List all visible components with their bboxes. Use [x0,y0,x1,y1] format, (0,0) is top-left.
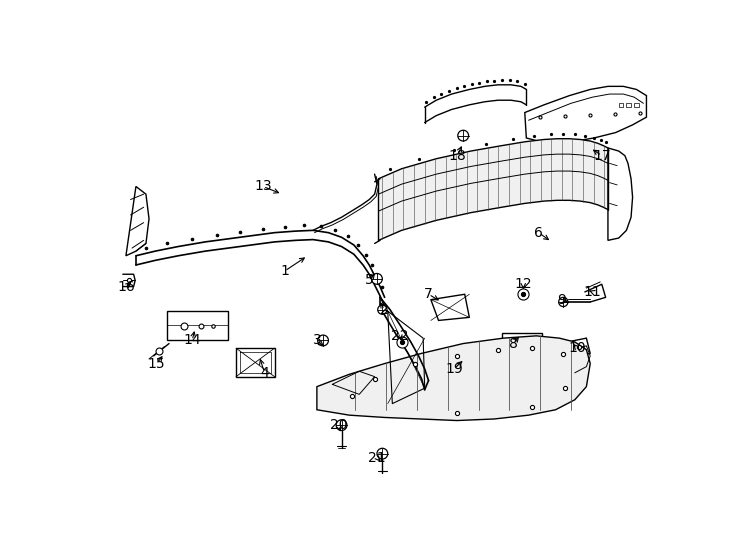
Polygon shape [525,86,647,143]
Text: 17: 17 [593,148,611,163]
Text: 9: 9 [557,293,566,307]
Polygon shape [126,186,149,256]
Bar [634,103,639,107]
Circle shape [378,305,387,314]
Circle shape [371,273,382,284]
Polygon shape [431,294,469,320]
Text: 8: 8 [509,336,517,350]
Text: 19: 19 [445,362,463,376]
Text: 16: 16 [117,280,135,294]
Text: 18: 18 [448,148,466,163]
Text: 15: 15 [148,356,166,370]
Text: 3: 3 [313,334,321,347]
Bar [619,103,623,107]
Text: 4: 4 [260,366,269,380]
Text: 12: 12 [515,277,532,291]
Polygon shape [236,348,275,377]
Text: 10: 10 [568,341,586,355]
Polygon shape [567,338,590,356]
Text: 22: 22 [391,329,409,343]
Polygon shape [501,333,542,340]
Circle shape [377,448,388,459]
Circle shape [458,130,468,141]
Polygon shape [608,148,633,240]
Polygon shape [317,336,590,421]
Circle shape [336,420,347,430]
Text: 13: 13 [254,179,272,193]
Text: 6: 6 [534,226,543,240]
Text: 11: 11 [584,285,601,299]
Text: 14: 14 [184,334,201,347]
Text: 20: 20 [330,418,347,432]
Circle shape [559,298,568,307]
Bar [626,103,631,107]
Text: 21: 21 [368,450,386,464]
Polygon shape [167,311,228,340]
Circle shape [318,335,328,346]
Text: 7: 7 [424,287,433,301]
Polygon shape [379,139,608,240]
Text: 1: 1 [280,264,289,278]
Text: 5: 5 [365,273,374,287]
Text: 2: 2 [380,302,389,316]
